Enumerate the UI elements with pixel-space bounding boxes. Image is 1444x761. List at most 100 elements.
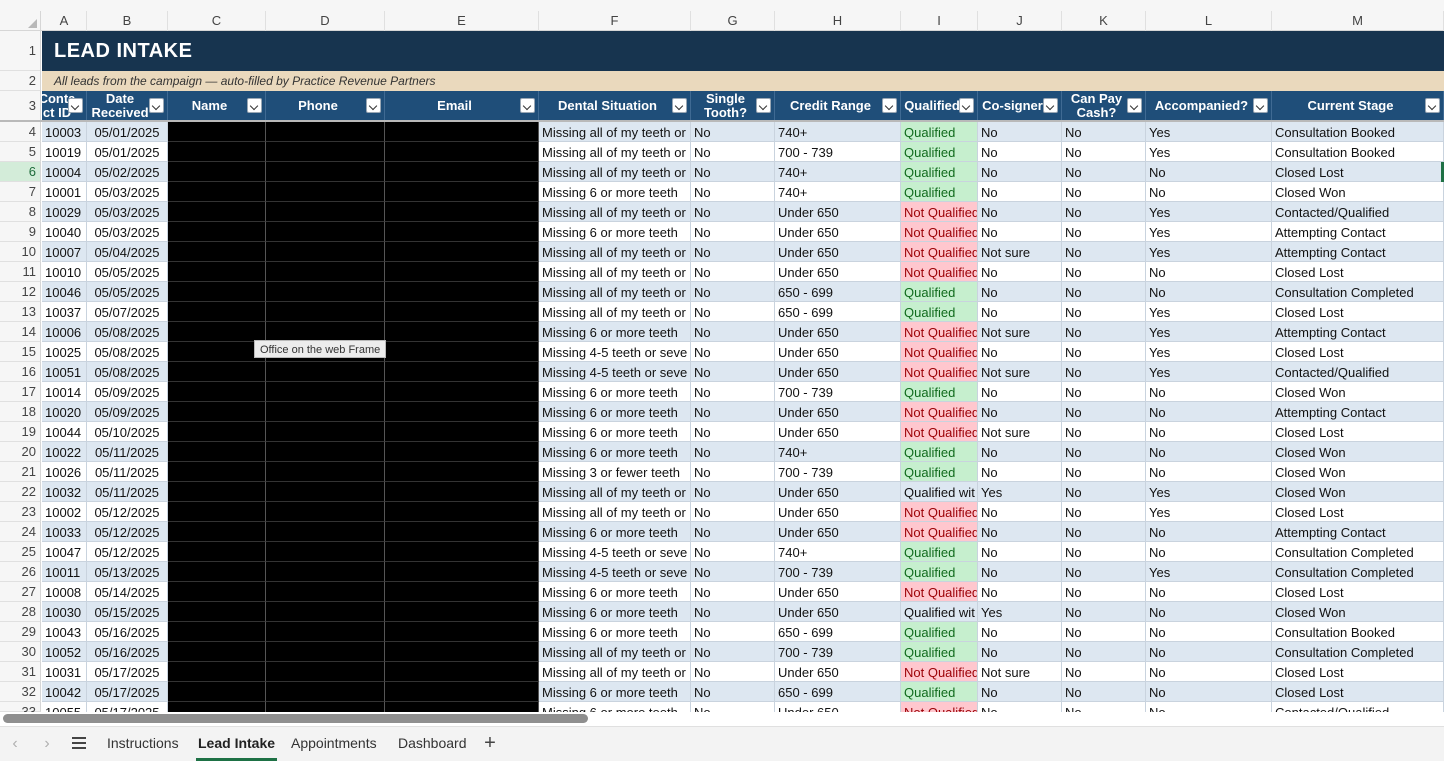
cell-acc[interactable]: No [1146,462,1272,482]
cell-credit[interactable]: 700 - 739 [775,642,901,662]
cell-date[interactable]: 05/17/2025 [87,702,168,712]
cell-redacted[interactable] [168,362,266,382]
cell-redacted[interactable] [266,402,385,422]
cell-redacted[interactable] [168,582,266,602]
cell-redacted[interactable] [168,522,266,542]
column-letter-k[interactable]: K [1062,11,1146,31]
cell-stage[interactable]: Attempting Contact [1272,242,1444,262]
cell-redacted[interactable] [266,462,385,482]
cell-single[interactable]: No [691,642,775,662]
cell-redacted[interactable] [266,142,385,162]
cell-cash[interactable]: No [1062,242,1146,262]
row-number[interactable]: 17 [0,382,41,402]
cell-single[interactable]: No [691,182,775,202]
cell-redacted[interactable] [266,702,385,712]
cell-redacted[interactable] [168,642,266,662]
sheet-tab-instructions[interactable]: Instructions [107,735,179,751]
column-letter-d[interactable]: D [266,11,385,31]
filter-dropdown-icon[interactable] [247,98,262,113]
cell-stage[interactable]: Attempting Contact [1272,322,1444,342]
cell-id[interactable]: 10046 [42,282,87,302]
cell-cash[interactable]: No [1062,322,1146,342]
cell-date[interactable]: 05/11/2025 [87,482,168,502]
cell-id[interactable]: 10044 [42,422,87,442]
cell-stage[interactable]: Closed Lost [1272,162,1444,182]
cell-credit[interactable]: 740+ [775,542,901,562]
cell-cash[interactable]: No [1062,282,1146,302]
row-number[interactable]: 11 [0,262,41,282]
cell-id[interactable]: 10033 [42,522,87,542]
cell-redacted[interactable] [266,662,385,682]
cell-acc[interactable]: No [1146,582,1272,602]
cell-credit[interactable]: Under 650 [775,322,901,342]
cell-credit[interactable]: Under 650 [775,362,901,382]
cell-id[interactable]: 10003 [42,122,87,142]
cell-dental[interactable]: Missing 6 or more teeth [539,682,691,702]
cell-date[interactable]: 05/17/2025 [87,662,168,682]
row-number[interactable]: 28 [0,602,41,622]
column-letter-j[interactable]: J [978,11,1062,31]
cell-id[interactable]: 10010 [42,262,87,282]
cell-dental[interactable]: Missing all of my teeth or [539,482,691,502]
filter-dropdown-icon[interactable] [882,98,897,113]
cell-acc[interactable]: Yes [1146,222,1272,242]
cell-redacted[interactable] [385,282,539,302]
cell-acc[interactable]: No [1146,542,1272,562]
cell-acc[interactable]: No [1146,262,1272,282]
cell-single[interactable]: No [691,242,775,262]
cell-acc[interactable]: No [1146,522,1272,542]
cell-cosigner[interactable]: No [978,182,1062,202]
cell-single[interactable]: No [691,562,775,582]
row-number[interactable]: 20 [0,442,41,462]
cell-stage[interactable]: Closed Lost [1272,262,1444,282]
cell-dental[interactable]: Missing 4-5 teeth or seve [539,362,691,382]
select-all-corner[interactable] [0,11,41,31]
cell-qual[interactable]: Qualified [901,302,978,322]
cell-cash[interactable]: No [1062,642,1146,662]
cell-stage[interactable]: Closed Lost [1272,302,1444,322]
cell-date[interactable]: 05/13/2025 [87,562,168,582]
cell-redacted[interactable] [266,262,385,282]
cell-redacted[interactable] [385,382,539,402]
cell-single[interactable]: No [691,662,775,682]
cell-qual[interactable]: Not Qualified [901,522,978,542]
cell-dental[interactable]: Missing 6 or more teeth [539,602,691,622]
cell-id[interactable]: 10043 [42,622,87,642]
cell-redacted[interactable] [168,442,266,462]
cell-date[interactable]: 05/12/2025 [87,502,168,522]
cell-date[interactable]: 05/11/2025 [87,462,168,482]
row-number[interactable]: 30 [0,642,41,662]
cell-id[interactable]: 10002 [42,502,87,522]
filter-dropdown-icon[interactable] [1425,98,1440,113]
column-letter-c[interactable]: C [168,11,266,31]
cell-dental[interactable]: Missing 6 or more teeth [539,582,691,602]
cell-redacted[interactable] [168,402,266,422]
cell-dental[interactable]: Missing 4-5 teeth or seve [539,542,691,562]
cell-redacted[interactable] [266,362,385,382]
cell-credit[interactable]: 740+ [775,122,901,142]
cell-credit[interactable]: 700 - 739 [775,382,901,402]
cell-acc[interactable]: Yes [1146,302,1272,322]
cell-redacted[interactable] [385,162,539,182]
cell-dental[interactable]: Missing all of my teeth or [539,662,691,682]
cell-single[interactable]: No [691,622,775,642]
cell-cash[interactable]: No [1062,542,1146,562]
cell-credit[interactable]: 700 - 739 [775,462,901,482]
filter-dropdown-icon[interactable] [756,98,771,113]
row-number[interactable]: 19 [0,422,41,442]
cell-cosigner[interactable]: No [978,642,1062,662]
cell-cosigner[interactable]: No [978,622,1062,642]
cell-cash[interactable]: No [1062,502,1146,522]
cell-redacted[interactable] [385,182,539,202]
cell-single[interactable]: No [691,602,775,622]
row-number[interactable]: 26 [0,562,41,582]
row-number[interactable]: 33 [0,702,41,719]
cell-redacted[interactable] [385,222,539,242]
row-number[interactable]: 6 [0,162,41,182]
cell-redacted[interactable] [266,382,385,402]
cell-redacted[interactable] [168,322,266,342]
cell-single[interactable]: No [691,142,775,162]
cell-cash[interactable]: No [1062,462,1146,482]
cell-redacted[interactable] [385,262,539,282]
row-number[interactable]: 27 [0,582,41,602]
